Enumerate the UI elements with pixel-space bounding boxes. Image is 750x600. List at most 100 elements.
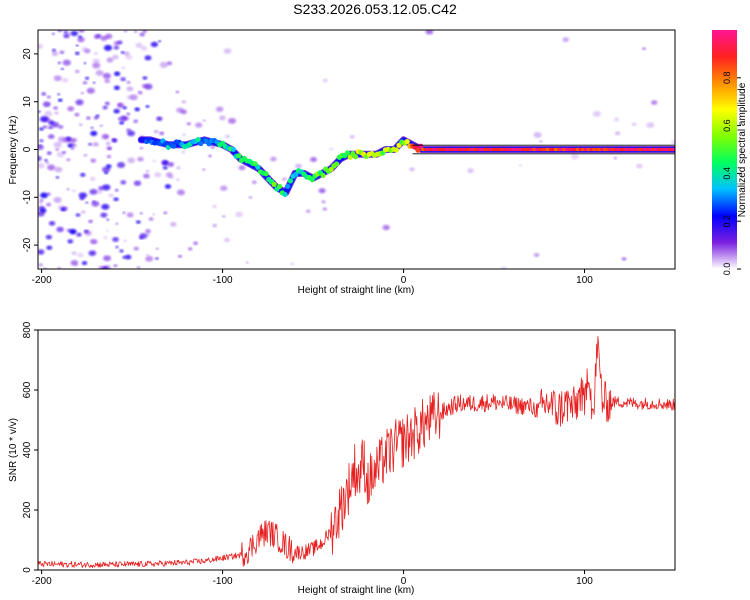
spectral-noise-blob (135, 42, 143, 48)
spectral-noise-blob (329, 147, 334, 151)
spectral-noise-blob (39, 127, 44, 131)
snr-x-label: Height of straight line (km) (298, 585, 415, 596)
spectral-noise-blob (53, 197, 62, 203)
x-tick-label: -200 (32, 576, 52, 587)
spectral-noise-blob (152, 159, 157, 163)
spectral-noise-blob (46, 151, 52, 155)
spectral-noise-blob (208, 154, 212, 158)
spectral-noise-blob (116, 162, 126, 168)
ridge-cell (333, 161, 340, 167)
spectral-noise-blob (103, 44, 113, 51)
snr-plot-area (38, 330, 675, 570)
spectral-noise-blob (592, 111, 601, 117)
spectral-noise-blob (66, 158, 71, 162)
spectral-noise-blob (349, 135, 355, 139)
spectral-noise-blob (56, 226, 64, 233)
spectral-noise-blob (162, 165, 168, 170)
spectral-noise-blob (225, 134, 230, 139)
y-tick-label: 200 (22, 501, 33, 518)
spectral-noise-blob (105, 164, 112, 169)
spectral-noise-blob (133, 119, 139, 123)
spectral-noise-blob (82, 81, 88, 85)
colorbar-label: Normalized spectral amplitude (737, 82, 748, 217)
spectral-noise-blob (126, 212, 134, 218)
spectral-noise-blob (562, 37, 570, 43)
spectral-noise-blob (167, 162, 175, 167)
spectral-noise-blob (39, 139, 44, 143)
spectral-noise-blob (318, 188, 326, 194)
spectral-noise-blob (310, 156, 317, 163)
spectrogram-y-label: Frequency (Hz) (8, 116, 19, 185)
spectral-noise-blob (175, 90, 180, 94)
spectral-noise-blob (63, 33, 70, 39)
spectral-noise-blob (104, 171, 108, 175)
snr-series-line (38, 335, 675, 568)
spectral-noise-blob (53, 141, 62, 148)
spectral-noise-blob (518, 164, 523, 167)
spectral-noise-blob (70, 30, 78, 37)
spectral-noise-blob (117, 102, 125, 109)
spectral-noise-blob (58, 98, 63, 102)
spectral-noise-blob (38, 211, 45, 217)
spectral-noise-blob (156, 116, 163, 122)
spectral-noise-blob (66, 188, 70, 191)
spectral-noise-blob (79, 123, 83, 126)
spectral-noise-blob (126, 95, 133, 100)
spectral-noise-blob (148, 217, 154, 221)
ridge-cell (282, 191, 288, 198)
spectral-noise-blob (53, 106, 58, 110)
spectral-noise-blob (88, 250, 97, 256)
spectral-noise-blob (39, 199, 44, 202)
spectral-noise-blob (94, 52, 98, 55)
spectral-noise-blob (40, 192, 48, 199)
colorbar-tick-label: 0.0 (722, 263, 732, 276)
spectral-noise-blob (193, 241, 199, 245)
spectral-noise-blob (533, 252, 540, 258)
spectral-noise-blob (58, 125, 64, 129)
spectral-noise-blob (142, 30, 147, 33)
spectral-noise-blob (120, 180, 127, 185)
ridge-cell (230, 146, 237, 152)
spectral-noise-blob (238, 165, 246, 171)
spectral-noise-blob (176, 178, 180, 181)
colorbar: 0.0 0.2 0.4 0.6 0.8 Normalized spectral ampl… (712, 30, 748, 275)
spectral-noise-blob (81, 47, 88, 52)
spectral-noise-blob (112, 54, 119, 60)
spectral-noise-blob (113, 45, 120, 50)
spectral-noise-blob (92, 81, 96, 84)
spectral-noise-blob (223, 48, 232, 54)
y-tick-label: -10 (22, 190, 33, 205)
ridge-cell (198, 140, 204, 147)
ridge-cell (271, 181, 277, 187)
spectral-noise-blob (636, 163, 643, 169)
spectral-noise-blob (80, 172, 86, 177)
snr-y-label: SNR (10 * v/v) (8, 418, 19, 482)
spectral-noise-blob (150, 41, 159, 47)
spectral-noise-blob (136, 266, 141, 269)
spectral-noise-blob (295, 163, 302, 169)
y-tick-label: 800 (22, 321, 33, 338)
colorbar-tick-label: 0.6 (722, 119, 732, 132)
spectral-noise-blob (322, 78, 328, 83)
spectrogram-image (38, 30, 675, 269)
spectral-noise-blob (321, 200, 326, 204)
spectral-noise-blob (614, 131, 621, 136)
spectral-noise-blob (143, 173, 150, 179)
spectral-noise-blob (290, 262, 295, 266)
spectral-noise-blob (127, 157, 136, 164)
spectral-noise-blob (646, 122, 655, 129)
spectral-noise-blob (81, 210, 86, 214)
spectral-noise-blob (178, 254, 182, 258)
spectral-noise-blob (57, 61, 61, 65)
spectral-noise-blob (75, 99, 84, 106)
spectral-noise-blob (38, 43, 43, 50)
x-tick-label: -100 (213, 275, 233, 286)
spectral-noise-blob (215, 106, 224, 112)
spectral-noise-blob (113, 108, 120, 114)
spectral-noise-blob (142, 76, 148, 80)
ridge-cell (293, 171, 299, 177)
spectral-noise-blob (102, 72, 112, 79)
spectral-noise-blob (95, 69, 104, 76)
spectral-noise-blob (467, 168, 474, 174)
spectral-noise-blob (51, 51, 59, 56)
